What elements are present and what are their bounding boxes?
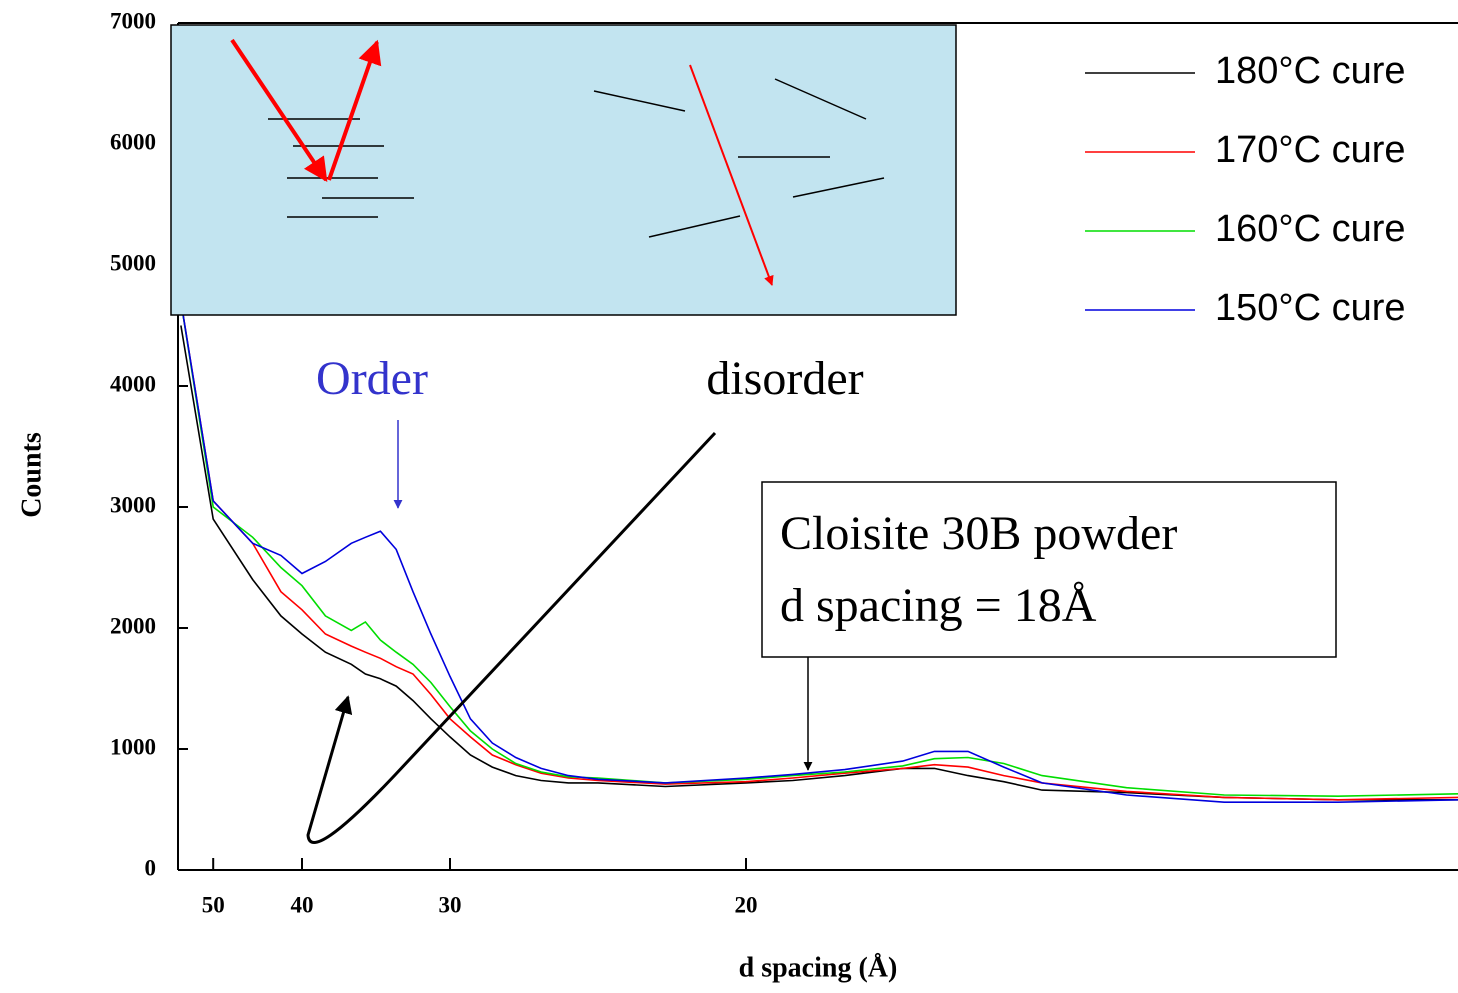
annotations: Order disorder Cloisite 30B powder d spa… — [306, 352, 1337, 844]
y-tick-label: 7000 — [110, 8, 156, 33]
legend: 180°C cure 170°C cure 160°C cure 150°C cure — [1085, 50, 1406, 329]
annotation: Cloisite 30B powder — [780, 507, 1177, 560]
series-line — [180, 301, 1458, 803]
reflected-ray — [327, 39, 382, 181]
axes: 0 1000 2000 3000 4000 5000 6000 7000 50 40 30 20 — [110, 8, 1458, 917]
annotation-arrow — [306, 431, 717, 844]
y-tick-label: 1000 — [110, 734, 156, 759]
legend-label: 160°C cure — [1215, 208, 1406, 250]
disordered-layers — [593, 78, 885, 238]
series-line — [180, 325, 1458, 801]
y-tick-label: 6000 — [110, 129, 156, 154]
annotation-box — [761, 481, 1337, 658]
x-tick-label: 50 — [202, 892, 225, 917]
inset-background — [170, 24, 957, 316]
legend-label: 170°C cure — [1215, 129, 1406, 171]
plot-area — [180, 301, 1458, 803]
scattered-ray — [689, 64, 774, 286]
legend-label: 180°C cure — [1215, 50, 1406, 92]
x-tick-label: 20 — [735, 892, 758, 917]
series-line — [180, 301, 1458, 801]
y-axis-title: Counts — [16, 432, 47, 518]
y-tick-label: 3000 — [110, 492, 156, 517]
x-tick-label: 40 — [291, 892, 314, 917]
legend-label: 150°C cure — [1215, 287, 1406, 329]
y-tick-label: 5000 — [110, 250, 156, 275]
annotation: disorder — [706, 352, 863, 405]
inset-diagram — [170, 24, 957, 316]
x-tick-label: 30 — [439, 892, 462, 917]
y-tick-label: 0 — [145, 855, 157, 880]
annotation: d spacing = 18Å — [780, 579, 1097, 632]
y-tick-label: 2000 — [110, 613, 156, 638]
annotation: Order — [316, 352, 428, 405]
incident-ray — [230, 38, 328, 182]
series-line — [180, 301, 1458, 798]
x-axis-title: d spacing (Å) — [739, 952, 898, 983]
y-tick-label: 4000 — [110, 371, 156, 396]
